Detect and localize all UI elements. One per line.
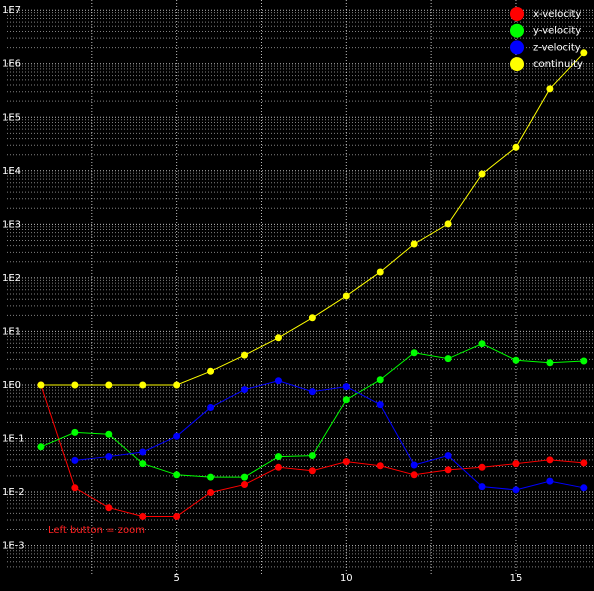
data-point [105,381,113,389]
data-point [580,459,588,467]
data-point [37,443,45,451]
data-point [580,49,588,57]
data-point [546,477,554,485]
legend-marker [510,57,524,72]
data-point [207,403,215,411]
data-point [308,467,316,475]
legend-label: y-velocity [533,26,581,37]
data-point [274,453,282,461]
data-point [512,486,520,494]
legend-label: x-velocity [533,9,581,20]
data-point [139,448,147,456]
data-point [207,489,215,497]
data-point [478,340,486,348]
data-point [71,428,79,436]
y-tick-label: 1E5 [2,112,21,123]
data-point [580,484,588,492]
y-tick-label: 1E-1 [2,434,25,445]
data-point [342,292,350,300]
data-point [546,359,554,367]
data-point [274,334,282,342]
data-point [274,463,282,471]
y-tick-label: 1E4 [2,166,21,177]
legend-marker [510,7,524,21]
data-point [105,453,113,461]
y-tick-label: 1E6 [2,59,21,70]
data-point [444,452,452,460]
y-tick-label: 1E3 [2,219,21,230]
data-point [207,367,215,375]
data-point [308,452,316,460]
data-point [410,240,418,248]
x-tick-label: 5 [173,573,179,584]
series-line [74,380,584,491]
data-point [308,314,316,322]
data-point [37,381,45,389]
legend-label: z-velocity [533,42,581,53]
y-tick-label: 1E-2 [2,487,25,498]
x-tick-label: 15 [510,573,523,584]
data-point [410,349,418,357]
data-point [376,401,384,409]
data-point [241,481,249,489]
y-tick-label: 1E7 [2,5,21,16]
y-tick-label: 1E0 [2,380,21,391]
data-point [308,388,316,396]
legend-marker [510,40,524,55]
data-point [342,383,350,391]
legend-label: continuity [533,59,583,70]
data-point [139,512,147,520]
data-point [410,461,418,469]
legend-marker [510,23,524,38]
data-point [512,356,520,364]
data-point [376,376,384,384]
x-tick-label: 10 [340,573,353,584]
data-point [444,220,452,228]
data-point [139,460,147,468]
data-point [342,396,350,404]
data-point [173,432,181,440]
data-point [241,351,249,359]
y-tick-label: 1E2 [2,273,21,284]
data-point [241,473,249,481]
data-point [478,463,486,471]
data-point [241,386,249,394]
data-point [71,456,79,464]
data-point [376,462,384,470]
data-point [376,268,384,276]
data-point [512,460,520,468]
data-point [512,143,520,151]
data-point [105,430,113,438]
data-point [546,456,554,464]
data-point [478,170,486,178]
data-point [580,357,588,365]
y-tick-label: 1E-3 [2,541,25,552]
data-point [139,381,147,389]
data-point [71,381,79,389]
data-point [71,484,79,492]
data-point [207,473,215,481]
data-point [274,377,282,385]
data-point [173,471,181,479]
data-point [173,381,181,389]
data-point [546,85,554,93]
data-point [478,483,486,491]
data-point [410,471,418,479]
y-tick-label: 1E1 [2,326,21,337]
data-point [444,466,452,474]
data-point [342,458,350,466]
series-line [40,52,585,386]
data-point [444,355,452,363]
data-point [105,504,113,512]
annotation: Left button = zoom [48,525,145,536]
data-point [173,512,181,520]
